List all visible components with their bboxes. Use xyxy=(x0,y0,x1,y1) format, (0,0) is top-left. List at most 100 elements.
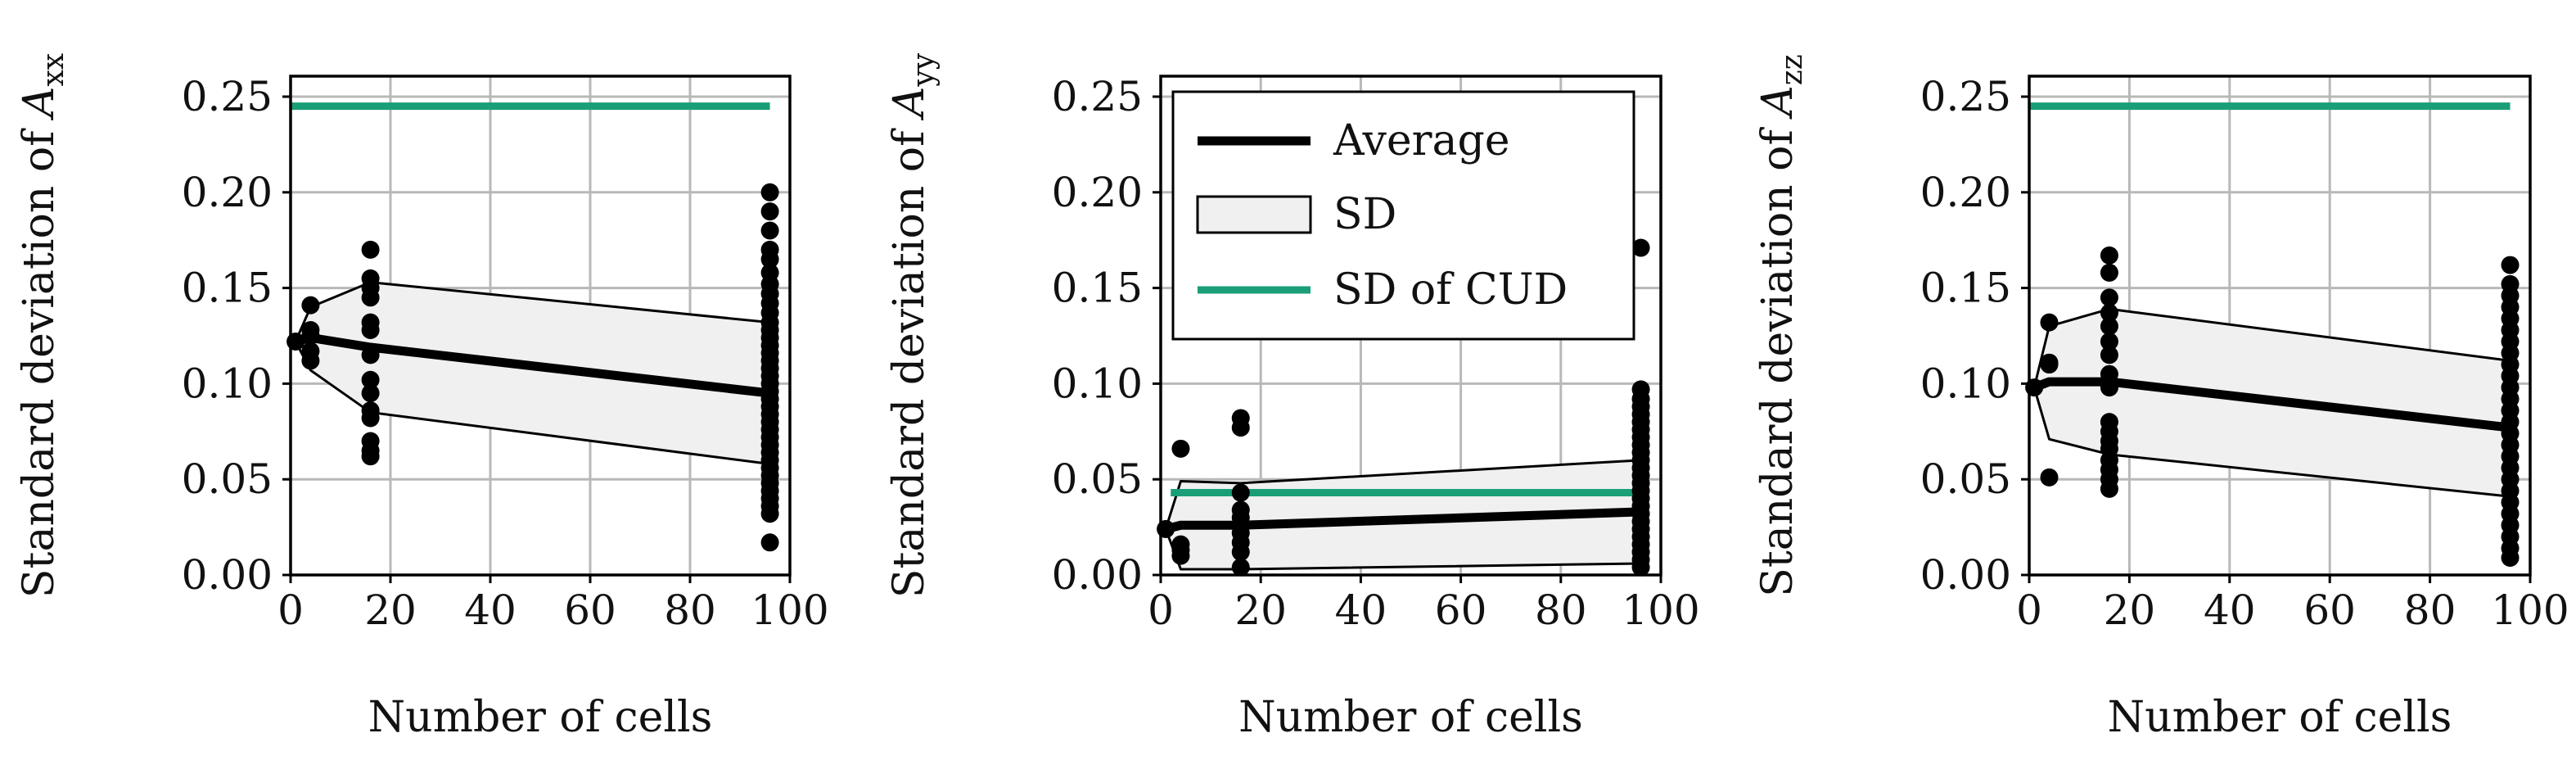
y-tick-label: 0.15 xyxy=(1920,265,2011,312)
data-point xyxy=(2501,548,2520,567)
chart-panel-2: 0 20 40 60 80 100 0.00 0.05 0.10 0.15 0.20 0.25 Numb… xyxy=(885,52,1700,742)
y-tick-label: 0.25 xyxy=(1052,73,1143,120)
y-axis-label-text: Standard deviation of xyxy=(885,117,934,598)
data-point xyxy=(1231,558,1250,577)
y-axis-label-text: Standard deviation of xyxy=(1753,116,1802,597)
x-tick-label: 40 xyxy=(1335,586,1387,634)
data-point xyxy=(2040,355,2059,374)
y-axis-label-subscript: zz xyxy=(1775,54,1809,85)
y-axis-label-subscript: yy xyxy=(907,52,941,87)
y-tick-label: 0.20 xyxy=(1052,169,1143,216)
y-axis-label-symbol: A xyxy=(1753,85,1802,120)
data-point xyxy=(2100,317,2118,336)
data-point xyxy=(2501,256,2520,274)
data-point xyxy=(1171,439,1190,458)
y-tick-label: 0.20 xyxy=(182,169,273,216)
y-tick-label: 0.15 xyxy=(182,265,273,312)
y-axis-label-symbol: A xyxy=(15,87,64,121)
data-point xyxy=(760,183,779,201)
data-point xyxy=(361,320,380,339)
data-point xyxy=(361,288,380,307)
data-point xyxy=(760,533,779,552)
y-tick-label: 0.00 xyxy=(1052,551,1143,599)
data-point xyxy=(760,250,779,269)
data-point xyxy=(361,384,380,403)
y-tick-label: 0.10 xyxy=(182,360,273,407)
legend-label: SD of CUD xyxy=(1333,265,1568,315)
y-tick-label: 0.10 xyxy=(1920,360,2011,407)
data-point xyxy=(1231,483,1250,502)
x-tick-label: 60 xyxy=(2303,586,2356,634)
data-point xyxy=(301,351,320,370)
data-point xyxy=(1631,558,1650,577)
data-point xyxy=(301,327,320,345)
y-tick-label: 0.00 xyxy=(1920,551,2011,599)
x-tick-label: 80 xyxy=(664,586,716,634)
x-tick-label: 100 xyxy=(751,586,828,634)
chart-panel-3: 0 20 40 60 80 100 0.00 0.05 0.10 0.15 0.20 0.25 Numb… xyxy=(1753,54,2569,742)
data-point xyxy=(361,447,380,466)
y-tick-label: 0.25 xyxy=(1920,73,2011,120)
x-tick-label: 60 xyxy=(1435,586,1487,634)
x-tick-label: 0 xyxy=(1148,586,1174,634)
x-tick-label: 60 xyxy=(564,586,616,634)
y-axis-label: Standard deviation of Axx xyxy=(15,53,70,598)
x-tick-label: 20 xyxy=(364,586,417,634)
legend-label: Average xyxy=(1333,116,1510,165)
legend-label: SD xyxy=(1333,190,1396,239)
x-tick-label: 40 xyxy=(2204,586,2256,634)
y-tick-label: 0.25 xyxy=(182,73,273,120)
data-point xyxy=(361,409,380,428)
data-point xyxy=(2100,246,2118,265)
data-point xyxy=(2100,378,2118,397)
data-point xyxy=(2040,468,2059,487)
y-axis-label-text: Standard deviation of xyxy=(15,117,64,598)
y-tick-label: 0.10 xyxy=(1052,360,1143,407)
chart-panel-1: 0 20 40 60 80 100 0.00 0.05 0.10 0.15 0.20 0.25 Numb… xyxy=(15,53,829,742)
y-tick-label: 0.05 xyxy=(1920,455,2011,503)
x-tick-label: 20 xyxy=(2104,586,2156,634)
data-point xyxy=(2100,364,2118,383)
data-point xyxy=(1631,238,1650,257)
x-tick-label: 80 xyxy=(2404,586,2456,634)
data-point xyxy=(361,346,380,364)
y-tick-label: 0.05 xyxy=(1052,455,1143,503)
x-tick-label: 40 xyxy=(464,586,517,634)
x-axis-label: Number of cells xyxy=(1238,693,1583,742)
data-point xyxy=(2100,288,2118,307)
y-tick-label: 0.20 xyxy=(1920,169,2011,216)
x-tick-label: 100 xyxy=(1622,586,1699,634)
x-tick-label: 0 xyxy=(2016,586,2042,634)
data-point xyxy=(760,202,779,221)
data-point xyxy=(301,296,320,315)
x-axis-label: Number of cells xyxy=(368,693,713,742)
data-point xyxy=(760,221,779,240)
data-point xyxy=(1171,546,1190,565)
x-tick-label: 0 xyxy=(277,586,304,634)
plot-frame xyxy=(1159,75,1662,577)
data-point xyxy=(760,505,779,523)
data-point xyxy=(1231,419,1250,437)
x-tick-label: 20 xyxy=(1234,586,1287,634)
y-axis-label: Standard deviation of Azz xyxy=(1753,54,1809,596)
data-point xyxy=(2100,303,2118,322)
data-point xyxy=(1231,542,1250,561)
data-point xyxy=(2100,479,2118,498)
data-point xyxy=(361,240,380,259)
data-point xyxy=(2100,346,2118,364)
data-point xyxy=(2100,263,2118,282)
x-tick-label: 100 xyxy=(2491,586,2569,634)
y-axis-label-subscript: xx xyxy=(37,53,70,87)
legend: Average SD SD of CUD xyxy=(1171,90,1635,341)
y-tick-label: 0.05 xyxy=(182,455,273,503)
data-point xyxy=(361,370,380,389)
data-point xyxy=(2100,333,2118,351)
y-axis-label-symbol: A xyxy=(885,87,934,121)
x-tick-label: 80 xyxy=(1535,586,1587,634)
plot-frame xyxy=(2028,75,2532,577)
legend-swatch-sd xyxy=(1196,195,1312,234)
x-axis-label: Number of cells xyxy=(2108,693,2452,742)
data-point xyxy=(2040,313,2059,332)
plot-frame xyxy=(289,75,792,577)
